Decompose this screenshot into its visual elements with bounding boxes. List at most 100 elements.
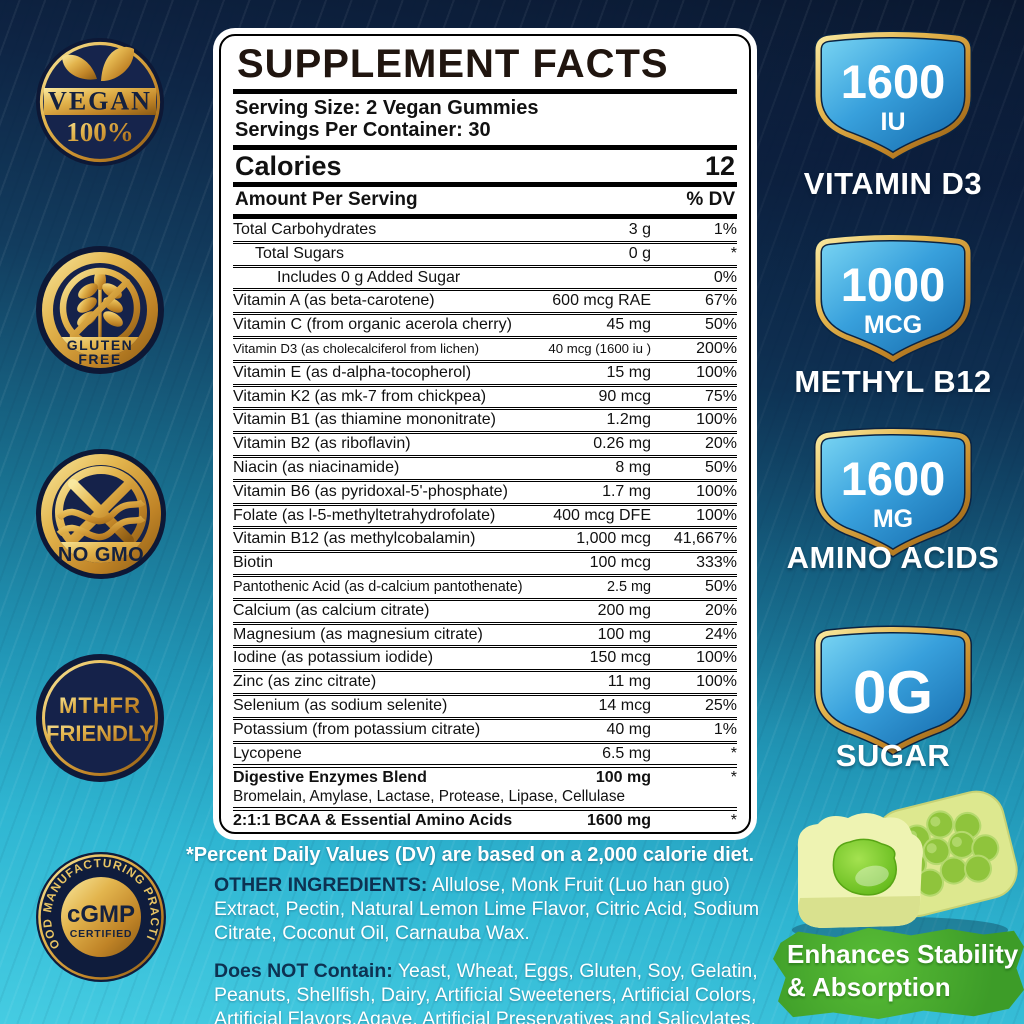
nutrient-dv: 25% (704, 696, 737, 714)
nutrient-name: Selenium (as sodium selenite) (233, 696, 448, 714)
rule (233, 214, 737, 220)
daily-value-note: *Percent Daily Values (DV) are based on … (185, 844, 755, 866)
table-row: Vitamin D3 (as cholecalciferol from lich… (233, 336, 737, 360)
shield-label-sugar: SUGAR (835, 738, 951, 773)
nutrient-name: Vitamin B2 (as riboflavin) (233, 435, 411, 453)
shield-methyl-b12: 1000 MCG (800, 233, 986, 369)
nutrient-amount: 0 g (628, 244, 651, 262)
nutrient-dv: 100% (696, 411, 737, 429)
table-row: Vitamin K2 (as mk-7 from chickpea) 90 mc… (233, 383, 737, 408)
nutrient-name: Zinc (as zinc citrate) (233, 673, 377, 691)
cgmp-certified-text: CERTIFIED (70, 928, 133, 940)
nutrient-dv: 67% (704, 292, 737, 310)
table-row: Vitamin B12 (as methylcobalamin) 1,000 m… (233, 526, 737, 550)
nutrient-dv: 200% (696, 340, 737, 357)
badge-cgmp-certified: GOOD MANUFACTURING PRACTICE cGMP CERTIFI… (33, 849, 169, 985)
rule (233, 144, 737, 150)
nutrient-dv: * (730, 244, 737, 262)
nutrient-name: Magnesium (as magnesium citrate) (233, 625, 483, 643)
supplement-facts-panel: SUPPLEMENT FACTS Serving Size: 2 Vegan G… (213, 28, 757, 840)
serving-size: Serving Size: 2 Vegan Gummies (235, 97, 539, 119)
nutrient-dv: 50% (704, 316, 737, 334)
table-row: Pantothenic Acid (as d-calcium pantothen… (233, 573, 737, 598)
highlight-splash: Enhances Stability & Absorption (773, 927, 1024, 1020)
nutrient-dv: 100% (696, 649, 737, 667)
table-row: Calcium (as calcium citrate) 200 mg 20% (233, 597, 737, 622)
shield-value: 0G (853, 659, 933, 726)
nutrient-name: Pantothenic Acid (as d-calcium pantothen… (233, 578, 523, 595)
vegan-badge-text: VEGAN (48, 87, 152, 116)
nutrient-amount: 100 mg (595, 769, 651, 787)
nutrient-amount: 14 mcg (598, 696, 651, 714)
nutrient-amount: 8 mg (615, 458, 651, 476)
badge-vegan-100: VEGAN 100% (35, 37, 165, 167)
wheat-no-icon (59, 267, 141, 349)
mthfr-badge-line1: MTHFR (59, 693, 141, 718)
nutrient-amount: 400 mcg DFE (553, 506, 651, 524)
other-ingredients-label: OTHER INGREDIENTS: (214, 874, 428, 896)
nutrient-name: Potassium (from potassium citrate) (233, 720, 481, 738)
shield-vitamin-d3: 1600 IU (800, 30, 986, 166)
nutrient-amount: 15 mg (606, 363, 651, 381)
shield-value: 1600 (841, 55, 946, 108)
nutrient-amount: 90 mcg (598, 387, 651, 405)
shield-amino-acids: 1600 MG (800, 427, 986, 563)
nutrient-name: Vitamin B12 (as methylcobalamin) (233, 530, 476, 548)
nutrient-name: Vitamin C (from organic acerola cherry) (233, 316, 512, 334)
other-ingredients-text: Allulose, Monk Fruit (Luo han guo) Extra… (214, 874, 760, 945)
nutrient-amount: 40 mg (606, 720, 651, 738)
nutrient-name: Includes 0 g Added Sugar (277, 268, 461, 286)
gmp-seal-icon (61, 877, 141, 957)
table-row: Lycopene 6.5 mg * (233, 740, 737, 765)
nutrient-dv: 100% (696, 482, 737, 500)
nutrient-amount: 0.26 mg (593, 435, 651, 453)
nutrient-dv: 1% (713, 720, 737, 738)
nutrient-name: Vitamin K2 (as mk-7 from chickpea) (233, 387, 487, 405)
table-row: Vitamin B1 (as thiamine mononitrate) 1.2… (233, 407, 737, 431)
table-row: Vitamin E (as d-alpha-tocopherol) 15 mg … (233, 359, 737, 384)
badge-gluten-free: GLUTEN FREE (35, 245, 165, 375)
nutrient-name: Calcium (as calcium citrate) (233, 601, 430, 619)
nutrient-sublist: L-Leucine, L-Lsoleucine, L-Valine, L-Lys… (233, 831, 737, 832)
gummy-image (770, 786, 1024, 946)
rule (233, 89, 737, 94)
nutrient-amount: 2.5 mg (607, 578, 651, 595)
table-row: Digestive Enzymes Blend 100 mg * Bromela… (233, 764, 737, 807)
nutrient-name: Lycopene (233, 744, 302, 762)
nutrient-name: Iodine (as potassium iodide) (233, 649, 434, 667)
nutrient-dv: * (730, 769, 737, 787)
nutrient-amount: 6.5 mg (602, 744, 651, 762)
nutrient-name: Total Carbohydrates (233, 221, 377, 239)
nutrient-table: Total Carbohydrates 3 g 1% Total Sugars … (233, 220, 737, 832)
nutrient-amount: 40 mcg (1600 iu ) (548, 341, 651, 356)
mthfr-badge-line2: FRIENDLY (46, 721, 154, 746)
nutrient-amount: 11 mg (607, 673, 651, 691)
nutrient-dv: 100% (696, 363, 737, 381)
nutrient-dv: 100% (696, 673, 737, 691)
calories-label: Calories (235, 150, 342, 181)
vegan-badge-percent: 100% (66, 117, 134, 147)
nutrient-dv: 75% (704, 387, 737, 405)
nutrient-dv: 100% (696, 506, 737, 524)
does-not-contain-label: Does NOT Contain: (214, 959, 393, 982)
nutrient-dv: 0% (713, 268, 737, 286)
nutrient-name: Total Sugars (255, 244, 344, 262)
nutrient-dv: 50% (704, 577, 737, 595)
nutrient-dv: 1% (713, 221, 737, 239)
calories-value: 12 (704, 150, 735, 181)
shield-label-vitamin-d3: VITAMIN D3 (803, 166, 983, 201)
rule (233, 182, 737, 188)
table-row: Vitamin A (as beta-carotene) 600 mcg RAE… (233, 288, 737, 312)
nutrient-name: Vitamin B6 (as pyridoxal-5'-phosphate) (233, 482, 508, 500)
shield-label-amino-acids: AMINO ACIDS (786, 540, 1000, 575)
nutrient-amount: 45 mg (606, 316, 651, 334)
nutrient-name: Folate (as l-5-methyltetrahydrofolate) (233, 506, 496, 524)
nutrient-name: Niacin (as niacinamide) (233, 458, 400, 476)
table-row: Vitamin C (from organic acerola cherry) … (233, 312, 737, 336)
servings-per-container: Servings Per Container: 30 (235, 119, 491, 142)
highlight-line2: & Absorption (787, 971, 951, 1002)
table-row: Vitamin B2 (as riboflavin) 0.26 mg 20% (233, 431, 737, 455)
amount-header: Amount Per Serving (235, 189, 418, 211)
highlight-line1: Enhances Stability (787, 939, 1019, 969)
